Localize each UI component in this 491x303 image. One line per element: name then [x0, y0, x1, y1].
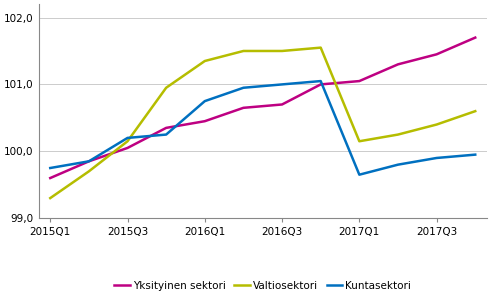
Yksityinen sektori [47, 176, 53, 180]
Valtiosektori [279, 49, 285, 53]
Kuntasektori [318, 79, 324, 83]
Yksityinen sektori [318, 83, 324, 86]
Valtiosektori [472, 109, 478, 113]
Line: Valtiosektori: Valtiosektori [50, 48, 475, 198]
Yksityinen sektori [395, 62, 401, 66]
Valtiosektori [163, 86, 169, 90]
Yksityinen sektori [202, 119, 208, 123]
Yksityinen sektori [279, 103, 285, 106]
Kuntasektori [86, 159, 92, 163]
Valtiosektori [202, 59, 208, 63]
Kuntasektori [202, 99, 208, 103]
Yksityinen sektori [472, 36, 478, 39]
Kuntasektori [472, 153, 478, 156]
Valtiosektori [434, 123, 439, 126]
Kuntasektori [356, 173, 362, 177]
Yksityinen sektori [163, 126, 169, 130]
Line: Yksityinen sektori: Yksityinen sektori [50, 38, 475, 178]
Yksityinen sektori [86, 159, 92, 163]
Yksityinen sektori [125, 146, 131, 150]
Kuntasektori [279, 83, 285, 86]
Yksityinen sektori [356, 79, 362, 83]
Kuntasektori [241, 86, 246, 90]
Yksityinen sektori [434, 52, 439, 56]
Valtiosektori [47, 196, 53, 200]
Valtiosektori [395, 133, 401, 136]
Valtiosektori [241, 49, 246, 53]
Valtiosektori [318, 46, 324, 49]
Kuntasektori [47, 166, 53, 170]
Kuntasektori [163, 133, 169, 136]
Kuntasektori [395, 163, 401, 166]
Line: Kuntasektori: Kuntasektori [50, 81, 475, 175]
Legend: Yksityinen sektori, Valtiosektori, Kuntasektori: Yksityinen sektori, Valtiosektori, Kunta… [110, 277, 415, 295]
Valtiosektori [356, 139, 362, 143]
Valtiosektori [86, 170, 92, 173]
Yksityinen sektori [241, 106, 246, 110]
Kuntasektori [434, 156, 439, 160]
Kuntasektori [125, 136, 131, 140]
Valtiosektori [125, 139, 131, 143]
